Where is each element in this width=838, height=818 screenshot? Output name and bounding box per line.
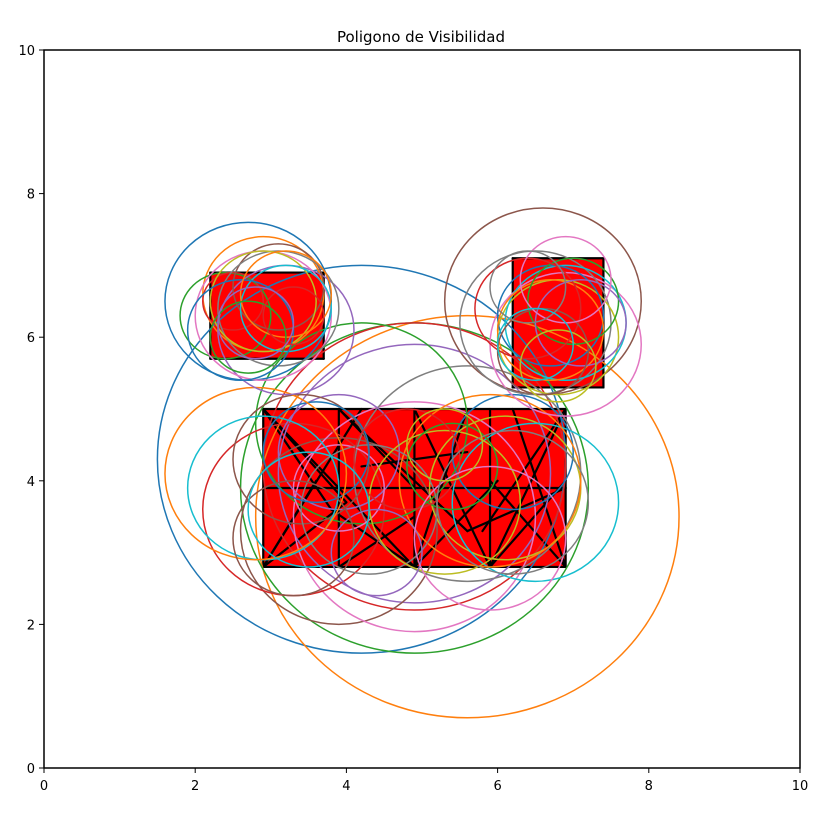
x-tick-label: 4 xyxy=(342,779,350,794)
y-tick-label: 2 xyxy=(27,618,35,633)
circle xyxy=(330,508,423,597)
circle xyxy=(232,480,355,597)
y-tick-label: 10 xyxy=(18,44,35,59)
y-tick-label: 6 xyxy=(27,331,35,346)
circle xyxy=(254,322,469,525)
circle xyxy=(262,322,567,611)
circle xyxy=(353,408,461,511)
x-tick-label: 0 xyxy=(40,779,48,794)
y-tick-label: 8 xyxy=(27,188,35,203)
circle xyxy=(292,444,385,532)
plot-frame xyxy=(43,49,801,769)
circle xyxy=(489,250,567,324)
circle xyxy=(413,465,567,611)
visibility-edge xyxy=(481,407,567,533)
circle xyxy=(239,264,333,353)
circle xyxy=(202,271,264,331)
circle xyxy=(277,343,552,604)
circle xyxy=(292,401,537,633)
circle xyxy=(209,300,287,374)
x-tick-label: 8 xyxy=(645,779,653,794)
circle xyxy=(262,401,370,504)
visibility-edge xyxy=(330,508,416,569)
x-tick-label: 2 xyxy=(191,779,199,794)
y-tick-label: 0 xyxy=(27,762,35,777)
visibility-edge xyxy=(360,450,469,468)
x-axis: 0 2 4 6 8 10 xyxy=(40,768,808,794)
circle xyxy=(474,257,582,360)
circle xyxy=(451,422,620,583)
y-axis: 0 2 4 6 8 10 xyxy=(18,44,44,777)
circle xyxy=(254,314,680,719)
visibility-edge xyxy=(337,407,469,533)
circle xyxy=(519,329,597,403)
circle xyxy=(209,250,317,353)
circles-layer xyxy=(156,207,680,719)
visibility-edge xyxy=(488,479,567,569)
visibility-edge xyxy=(413,407,492,569)
circle xyxy=(398,393,582,568)
x-tick-label: 6 xyxy=(493,779,501,794)
circle xyxy=(496,307,574,382)
x-tick-label: 10 xyxy=(792,779,809,794)
circle xyxy=(496,279,605,382)
circle xyxy=(496,264,605,367)
y-tick-label: 4 xyxy=(27,475,35,490)
circle xyxy=(436,429,590,575)
circle xyxy=(262,286,325,346)
circle xyxy=(217,286,295,360)
circle xyxy=(406,408,484,482)
visibility-edge xyxy=(262,501,348,569)
circle xyxy=(247,451,370,568)
chart-title: Poligono de Visibilidad xyxy=(337,28,505,46)
